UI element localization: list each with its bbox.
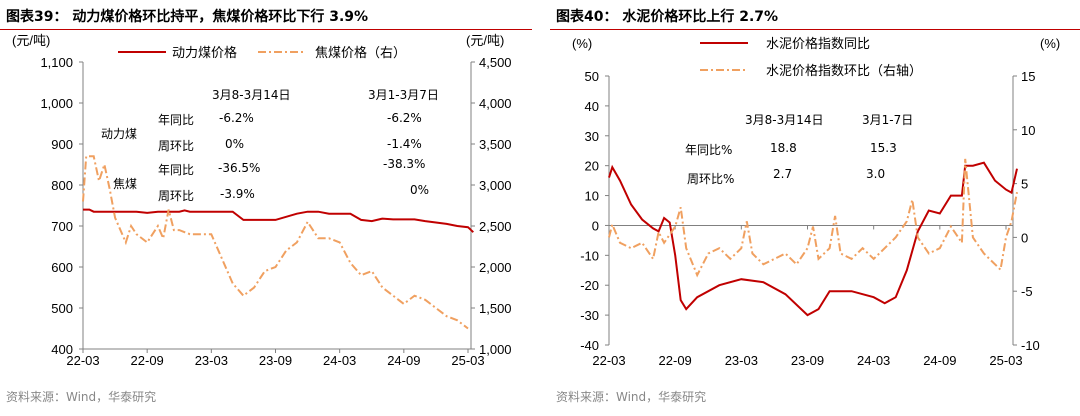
y-tick-label-left: -40	[580, 338, 599, 353]
y-tick-label-left: 400	[51, 342, 73, 357]
y-tick-label-right: -5	[1021, 284, 1033, 299]
x-tick-label: 24-09	[923, 353, 956, 368]
annotation-value: -36.5%	[218, 161, 261, 175]
y-tick-label-left: 700	[51, 219, 73, 234]
annotation-value: -6.2%	[387, 111, 422, 125]
y-tick-label-left: 0	[592, 218, 599, 233]
annotation-value: -1.4%	[387, 137, 422, 151]
annotation-group-coal: 动力煤	[101, 127, 138, 141]
y-tick-label-right: 3,500	[479, 137, 512, 152]
chart-title-40: 图表40： 水泥价格环比上行 2.7%	[556, 9, 779, 25]
y-tick-label-left: 1,000	[40, 96, 73, 111]
x-tick-label: 23-03	[725, 353, 758, 368]
y-tick-label-right: 15	[1021, 69, 1035, 84]
x-tick-label: 25-03	[451, 353, 484, 368]
annotation-label: 周环比%	[687, 172, 735, 186]
annotation-label: 周环比	[158, 139, 195, 153]
annotation-label: 年同比	[158, 113, 195, 127]
y-tick-label-left: 600	[51, 260, 73, 275]
x-tick-label: 24-03	[857, 353, 890, 368]
title-rule	[0, 29, 532, 30]
x-tick-label: 23-09	[791, 353, 824, 368]
series-line-2	[82, 155, 469, 330]
annotation-label: 周环比	[158, 189, 195, 203]
annotation-value: -3.9%	[220, 187, 255, 201]
annotation-col2: 3月1-3月7日	[368, 88, 439, 102]
annotation-col1: 3月8-3月14日	[745, 113, 824, 127]
y-tick-label-left: 1,100	[40, 55, 73, 70]
y-axis-unit-right: (%)	[1040, 36, 1060, 51]
annotation-value: -6.2%	[219, 111, 254, 125]
series-line-2	[608, 158, 1018, 278]
y-axis-unit-left: (元/吨)	[12, 33, 50, 48]
y-tick-label-left: 30	[585, 129, 599, 144]
y-tick-label-right: -10	[1021, 338, 1040, 353]
annotation-value: 0%	[410, 183, 430, 197]
x-tick-label: 23-03	[195, 353, 228, 368]
annotation-value: 0%	[225, 137, 245, 151]
y-tick-label-right: 2,000	[479, 260, 512, 275]
annotation-value: 18.8	[770, 141, 797, 155]
y-tick-label-right: 4,000	[479, 96, 512, 111]
y-tick-label-left: -30	[580, 308, 599, 323]
annotation-value: 15.3	[870, 141, 897, 155]
y-tick-label-right: 1,000	[479, 342, 512, 357]
y-tick-label-left: 900	[51, 137, 73, 152]
x-tick-label: 22-09	[131, 353, 164, 368]
y-tick-label-left: -10	[580, 248, 599, 263]
legend-label-2: 水泥价格指数环比（右轴）	[766, 63, 922, 78]
chart-title-39: 图表39： 动力煤价格环比持平，焦煤价格环比下行 3.9%	[6, 9, 369, 25]
y-tick-label-left: 10	[585, 189, 599, 204]
y-tick-label-left: -20	[580, 278, 599, 293]
annotation-label: 年同比	[158, 163, 195, 177]
x-tick-label: 25-03	[989, 353, 1022, 368]
y-tick-label-right: 3,000	[479, 178, 512, 193]
legend-label-1: 水泥价格指数同比	[766, 36, 870, 51]
annotation-group-coke: 焦煤	[113, 177, 138, 191]
y-tick-label-left: 20	[585, 159, 599, 174]
source-note: 资料来源：Wind，华泰研究	[6, 390, 157, 404]
y-tick-label-left: 500	[51, 301, 73, 316]
y-tick-label-left: 40	[585, 99, 599, 114]
y-tick-label-right: 2,500	[479, 219, 512, 234]
series-line-1	[83, 208, 474, 233]
y-tick-label-right: 1,500	[479, 301, 512, 316]
annotation-col2: 3月1-7日	[862, 113, 914, 127]
annotation-value: 2.7	[773, 167, 793, 181]
y-tick-label-right: 4,500	[479, 55, 512, 70]
x-tick-label: 23-09	[259, 353, 292, 368]
x-tick-label: 22-09	[659, 353, 692, 368]
x-tick-label: 22-03	[66, 353, 99, 368]
y-tick-label-left: 50	[585, 69, 599, 84]
annotation-col1: 3月8-3月14日	[212, 88, 291, 102]
legend-label-1: 动力煤价格	[172, 45, 237, 60]
x-tick-label: 24-09	[387, 353, 420, 368]
title-rule	[550, 29, 1080, 30]
x-tick-label: 22-03	[592, 353, 625, 368]
annotation-label: 年同比%	[685, 143, 733, 157]
y-axis-unit-left: (%)	[572, 36, 592, 51]
source-note: 资料来源：Wind，华泰研究	[556, 390, 707, 404]
legend-label-2: 焦煤价格（右）	[315, 45, 406, 60]
y-tick-label-right: 10	[1021, 123, 1035, 138]
x-tick-label: 24-03	[323, 353, 356, 368]
series-line-1	[608, 161, 1018, 317]
y-tick-label-left: 800	[51, 178, 73, 193]
annotation-value: 3.0	[866, 167, 886, 181]
y-axis-unit-right: (元/吨)	[466, 33, 504, 48]
y-tick-label-right: 5	[1021, 177, 1028, 192]
y-tick-label-right: 0	[1021, 230, 1028, 245]
annotation-value: -38.3%	[383, 157, 426, 171]
